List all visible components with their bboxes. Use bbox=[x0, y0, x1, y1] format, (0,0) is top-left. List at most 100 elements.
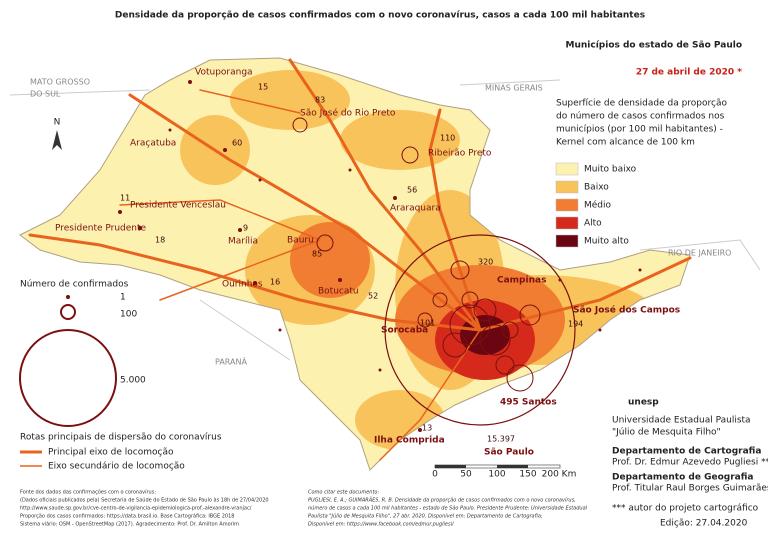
city-name: Votuporanga bbox=[195, 68, 253, 78]
sources: Fonte dos dados das confirmações com o c… bbox=[20, 489, 269, 528]
city-name: Presidente Prudente bbox=[55, 224, 147, 234]
city-name: Campinas bbox=[497, 276, 546, 286]
city-cases: 16 bbox=[270, 278, 280, 287]
city-cases: 194 bbox=[568, 320, 583, 329]
legend-label: Alto bbox=[584, 219, 602, 229]
edition: Edição: 27.04.2020 bbox=[660, 519, 748, 529]
bubbles bbox=[292, 117, 541, 392]
bubble-legend-label: 1 bbox=[120, 293, 126, 303]
neighbor: RIO DE JANEIRO bbox=[668, 249, 731, 258]
logo: unesp bbox=[628, 398, 659, 408]
legend-swatch bbox=[555, 162, 579, 176]
legend-bubble bbox=[66, 295, 70, 299]
citation: Como citar este documento:PUGLIESI, E. A… bbox=[308, 490, 588, 528]
source-line: http://www.saude.sp.gov.br/cve-centro-de… bbox=[20, 506, 252, 512]
city-cases: 15 bbox=[258, 83, 268, 92]
title: Densidade da proporção de casos confirma… bbox=[115, 11, 645, 21]
city-labels: Votuporanga 15 São José do Rio Preto 83 Ribe… bbox=[55, 68, 680, 458]
neighbor: MINAS GERAIS bbox=[485, 84, 543, 93]
city-name: Bauru bbox=[287, 236, 314, 246]
legend-label: Médio bbox=[584, 200, 612, 211]
institution-subname: "Júlio de Mesquita Filho" bbox=[612, 428, 721, 438]
scale-label: 100 bbox=[488, 470, 505, 480]
city-cases: 9 bbox=[243, 224, 248, 233]
city-name: Presidente Venceslau bbox=[130, 201, 226, 211]
neighbor: DO SUL bbox=[30, 90, 61, 99]
city-dots bbox=[118, 80, 642, 432]
legend-label: Muito alto bbox=[584, 237, 629, 247]
density-legend-title: do número de casos confirmados nos bbox=[556, 112, 725, 122]
citation-line: Disponível em: https://www.facebook.com/… bbox=[308, 521, 455, 528]
city-cases: 11 bbox=[120, 194, 130, 203]
institution-name: Universidade Estadual Paulista bbox=[612, 416, 751, 426]
density-legend-title: Superfície de densidade da proporção bbox=[556, 99, 727, 109]
city-name: Botucatu bbox=[318, 287, 359, 297]
scale-label: 0 bbox=[432, 470, 438, 480]
city-name: São Paulo bbox=[484, 448, 534, 458]
source-line: Sistema viário: OSM - OpenStreetMap (201… bbox=[20, 521, 239, 528]
city-cases: 320 bbox=[478, 258, 493, 267]
city-name: Ourinhos bbox=[222, 280, 263, 290]
legend-swatch bbox=[555, 198, 579, 212]
city-name: Ribeirão Preto bbox=[428, 149, 492, 159]
citation-line: PUGLIESI, E. A.; GUIMARÃES, R. B. Densid… bbox=[308, 497, 576, 504]
neighbor-borders bbox=[9, 79, 761, 361]
neighbor: PARANÁ bbox=[215, 356, 247, 367]
bubble-legend-title: Número de confirmados bbox=[20, 280, 129, 290]
city-cases: 18 bbox=[155, 236, 165, 245]
city-cases: 110 bbox=[440, 134, 455, 143]
bubble-legend-label: 5.000 bbox=[120, 376, 146, 386]
person: Prof. Titular Raul Borges Guimarães bbox=[612, 484, 768, 494]
scale-label: 200 Km bbox=[542, 470, 577, 480]
scale-label: 150 bbox=[519, 470, 536, 480]
city-name: Marília bbox=[228, 237, 258, 247]
city-cases: 83 bbox=[315, 96, 325, 105]
density-legend-title: municípios (por 100 mil habitantes) - bbox=[556, 125, 723, 135]
date: 27 de abril de 2020 * bbox=[636, 68, 742, 78]
city-cases: 56 bbox=[407, 186, 417, 195]
person: Prof. Dr. Edmur Azevedo Pugliesi *** bbox=[612, 458, 768, 468]
legend-label: Muito baixo bbox=[584, 165, 637, 175]
routes-legend-label: Eixo secundário de locomoção bbox=[48, 462, 185, 472]
scale-label: 50 bbox=[460, 470, 472, 480]
city-name: Araraquara bbox=[390, 204, 441, 214]
legend-bubble bbox=[60, 304, 76, 320]
legend-swatch bbox=[555, 180, 579, 194]
compass-arrow bbox=[52, 130, 62, 150]
city-name: São José do Rio Preto bbox=[300, 108, 396, 119]
city-name: Ilha Comprida bbox=[374, 436, 445, 446]
legend-swatch bbox=[555, 234, 579, 248]
subtitle: Municípios do estado de São Paulo bbox=[566, 41, 742, 51]
santos-label: 495 Santos bbox=[500, 398, 557, 408]
city-cases: 101 bbox=[420, 319, 435, 328]
department: Departamento de Geografia bbox=[612, 473, 753, 483]
sao-paulo-bubble bbox=[384, 234, 576, 426]
city-cases: 85 bbox=[312, 250, 322, 259]
bubble-legend-label: 100 bbox=[120, 310, 137, 320]
citation-line: Paulista "Júlio de Mesquita Filho", 27 a… bbox=[308, 513, 543, 520]
city-cases: 15.397 bbox=[487, 435, 515, 444]
city-cases: 13 bbox=[422, 424, 432, 433]
routes bbox=[28, 58, 692, 461]
citation-line: Como citar este documento: bbox=[308, 490, 379, 496]
department: Departamento de Cartografia bbox=[612, 447, 761, 457]
note: *** autor do projeto cartográfico bbox=[612, 504, 759, 514]
neighbor: MATO GROSSO bbox=[30, 78, 90, 87]
citation-line: número de casos a cada 100 mil habitante… bbox=[308, 505, 588, 512]
city-name: Sorocaba bbox=[381, 326, 428, 336]
compass: N bbox=[54, 118, 61, 128]
city-cases: 60 bbox=[232, 139, 242, 148]
routes-legend-title: Rotas principais de dispersão do coronav… bbox=[20, 433, 222, 443]
city-cases: 52 bbox=[368, 292, 378, 301]
scale-labels: 0 50 100 150 200 Km bbox=[432, 470, 576, 480]
city-name: São José dos Campos bbox=[573, 305, 680, 316]
city-name: Araçatuba bbox=[130, 139, 176, 149]
source-line: Fonte dos dados das confirmações com o c… bbox=[20, 489, 156, 496]
legend-label: Baixo bbox=[584, 183, 609, 193]
scale-bar bbox=[434, 464, 561, 469]
density-legend-title: Kernel com alcance de 100 km bbox=[556, 138, 695, 148]
legend-swatch bbox=[555, 216, 579, 230]
routes-legend-label: Principal eixo de locomoção bbox=[48, 448, 174, 458]
density-legend: Superfície de densidade da proporção do n… bbox=[555, 99, 727, 248]
